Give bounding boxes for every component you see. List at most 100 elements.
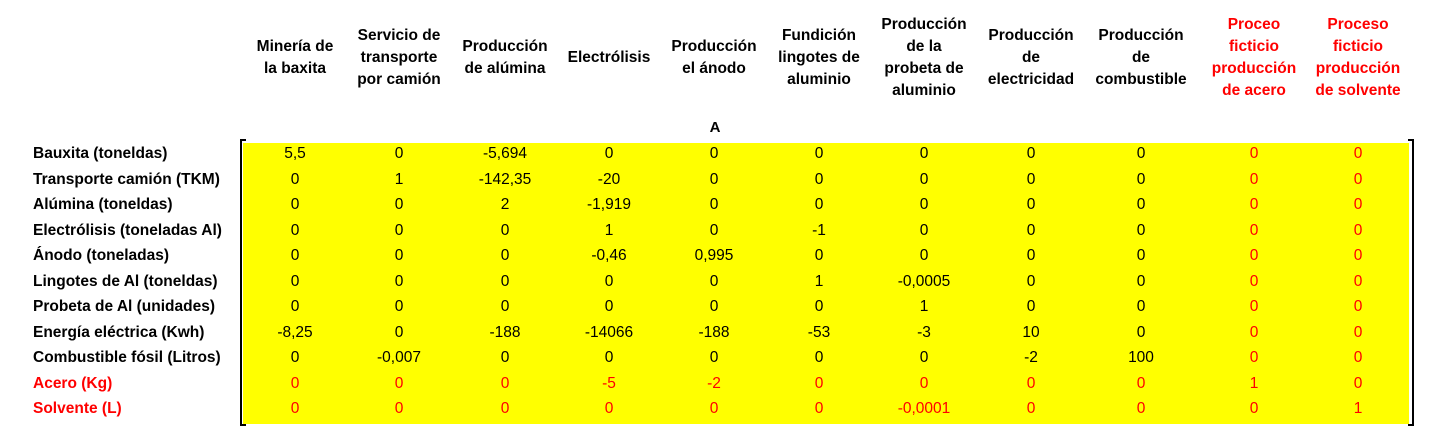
matrix-cell: 0 [814,196,824,213]
column-header-line: lingotes de [778,49,860,66]
matrix-cell: -20 [597,170,621,188]
column-header-line: ficticio [1229,38,1279,55]
column-header-line: la baxita [263,60,326,77]
matrix-cell: 0 [1353,323,1363,341]
matrix-cell: 0 [1353,298,1363,315]
matrix-cell: 0 [394,221,404,239]
column-header: Servicio de transporte por camión [347,0,451,116]
column-header-line: combustible [1095,71,1187,88]
matrix-cell: 1 [1353,400,1363,417]
matrix-cell: 5,5 [284,145,306,162]
matrix-cell: 0 [1026,196,1036,213]
row-label: Bauxita (toneldas) [33,145,168,162]
matrix-cell: -0,46 [591,247,627,264]
column-header: Proceso ficticio producción de solvente [1306,0,1410,116]
matrix-cell: 1 [919,298,929,315]
matrix-cell: 0 [1249,196,1259,213]
table-row: Probeta de Al (unidades) 0 0 0 0 0 0 1 0 0 0 0 [0,294,1434,320]
matrix-cell: 0 [394,323,404,341]
matrix-cell: 0 [500,374,510,392]
matrix-cell: 0 [709,145,719,162]
matrix-cell: 0 [1026,272,1036,290]
column-header-line: producción [1315,60,1401,77]
matrix-cell: 1 [814,272,824,290]
column-header-line: Fundición [781,27,857,44]
matrix-cell: 0 [604,298,614,315]
matrix-cell: 0 [709,400,719,417]
row-label: Solvente (L) [33,400,122,417]
column-header-line: de acero [1222,82,1286,99]
matrix-cell: 0 [919,374,929,392]
matrix-cell: 0 [709,221,719,239]
matrix-cell: -1 [812,221,826,239]
column-header-line: de solvente [1315,82,1401,99]
matrix-cell: 0,995 [694,247,734,264]
matrix-cell: 0 [290,247,300,264]
table-row: Acero (Kg) 0 0 0 -5 -2 0 0 0 0 1 0 [0,371,1434,397]
column-header-line: Producción [671,38,757,55]
table-row: Ánodo (toneladas) 0 0 0 -0,46 0,995 0 0 0 0 0 0 [0,243,1434,269]
matrix-cell: 0 [1136,323,1146,341]
matrix-cell: 1 [394,170,404,188]
row-label: Combustible fósil (Litros) [33,349,221,366]
column-header-line: aluminio [787,71,851,88]
matrix-cell: 0 [814,374,824,392]
matrix-cell: 0 [290,400,300,417]
column-header: Electrólisis [559,0,659,116]
column-header-line: de [1131,49,1151,66]
column-header: Producción de combustible [1086,0,1196,116]
row-label: Alúmina (toneldas) [33,196,173,213]
matrix-cell: 0 [919,145,929,162]
matrix-cell: 0 [1026,400,1036,417]
matrix-cell: 0 [1136,298,1146,315]
matrix-cell: 0 [1026,145,1036,162]
matrix-cell: 0 [1353,374,1363,392]
matrix-cell: 0 [1026,221,1036,239]
matrix-cell: 0 [500,400,510,417]
matrix-cell: 0 [290,374,300,392]
matrix-cell: 0 [1249,221,1259,239]
matrix-cell: -5 [602,374,616,392]
matrix-cell: 0 [1249,298,1259,315]
matrix-cell: 0 [814,170,824,188]
matrix-cell: 0 [394,374,404,392]
matrix-cell: 0 [1353,145,1363,162]
matrix-cell: -0,007 [377,349,421,366]
table-row: Lingotes de Al (toneldas) 0 0 0 0 0 1 -0,0005 0 0… [0,269,1434,295]
matrix-cell: 0 [1136,400,1146,417]
matrix-cell: 0 [500,221,510,239]
column-header-line: ficticio [1333,38,1383,55]
matrix-cell: 0 [1136,145,1146,162]
matrix-cell: 0 [1249,247,1259,264]
column-header-line: Proceso [1327,16,1389,33]
matrix-cell: 0 [919,170,929,188]
matrix-cell: 0 [1249,349,1259,366]
matrix-cell: 0 [1353,247,1363,264]
matrix-cell: -3 [917,323,931,341]
matrix-cell: 0 [604,349,614,366]
column-header-line: de la [906,38,942,55]
table-row: Bauxita (toneldas) 5,5 0 -5,694 0 0 0 0 0 0 0 0 [0,141,1434,167]
column-header: Producción de la probeta de aluminio [872,0,976,116]
column-header-line: Producción [988,27,1074,44]
matrix-cell: 0 [814,298,824,315]
matrix-highlight [243,143,1409,424]
matrix-cell: 0 [1249,272,1259,290]
matrix-cell: -188 [489,323,521,341]
column-header: Producción el ánodo [662,0,766,116]
matrix-cell: -0,0005 [897,272,951,290]
matrix-cell: -188 [698,323,730,341]
matrix-cell: 0 [709,170,719,188]
matrix-cell: 0 [500,247,510,264]
matrix-cell: 0 [814,145,824,162]
column-header-line: el ánodo [682,60,746,77]
matrix-cell: 0 [290,349,300,366]
matrix-cell: -142,35 [478,170,532,188]
left-bracket [240,139,246,426]
matrix-cell: 0 [1136,374,1146,392]
column-header-line: de [1021,49,1041,66]
matrix-cell: 0 [1249,170,1259,188]
matrix-cell: 0 [1136,170,1146,188]
row-label: Acero (Kg) [33,374,113,392]
matrix-cell: 0 [1249,400,1259,417]
